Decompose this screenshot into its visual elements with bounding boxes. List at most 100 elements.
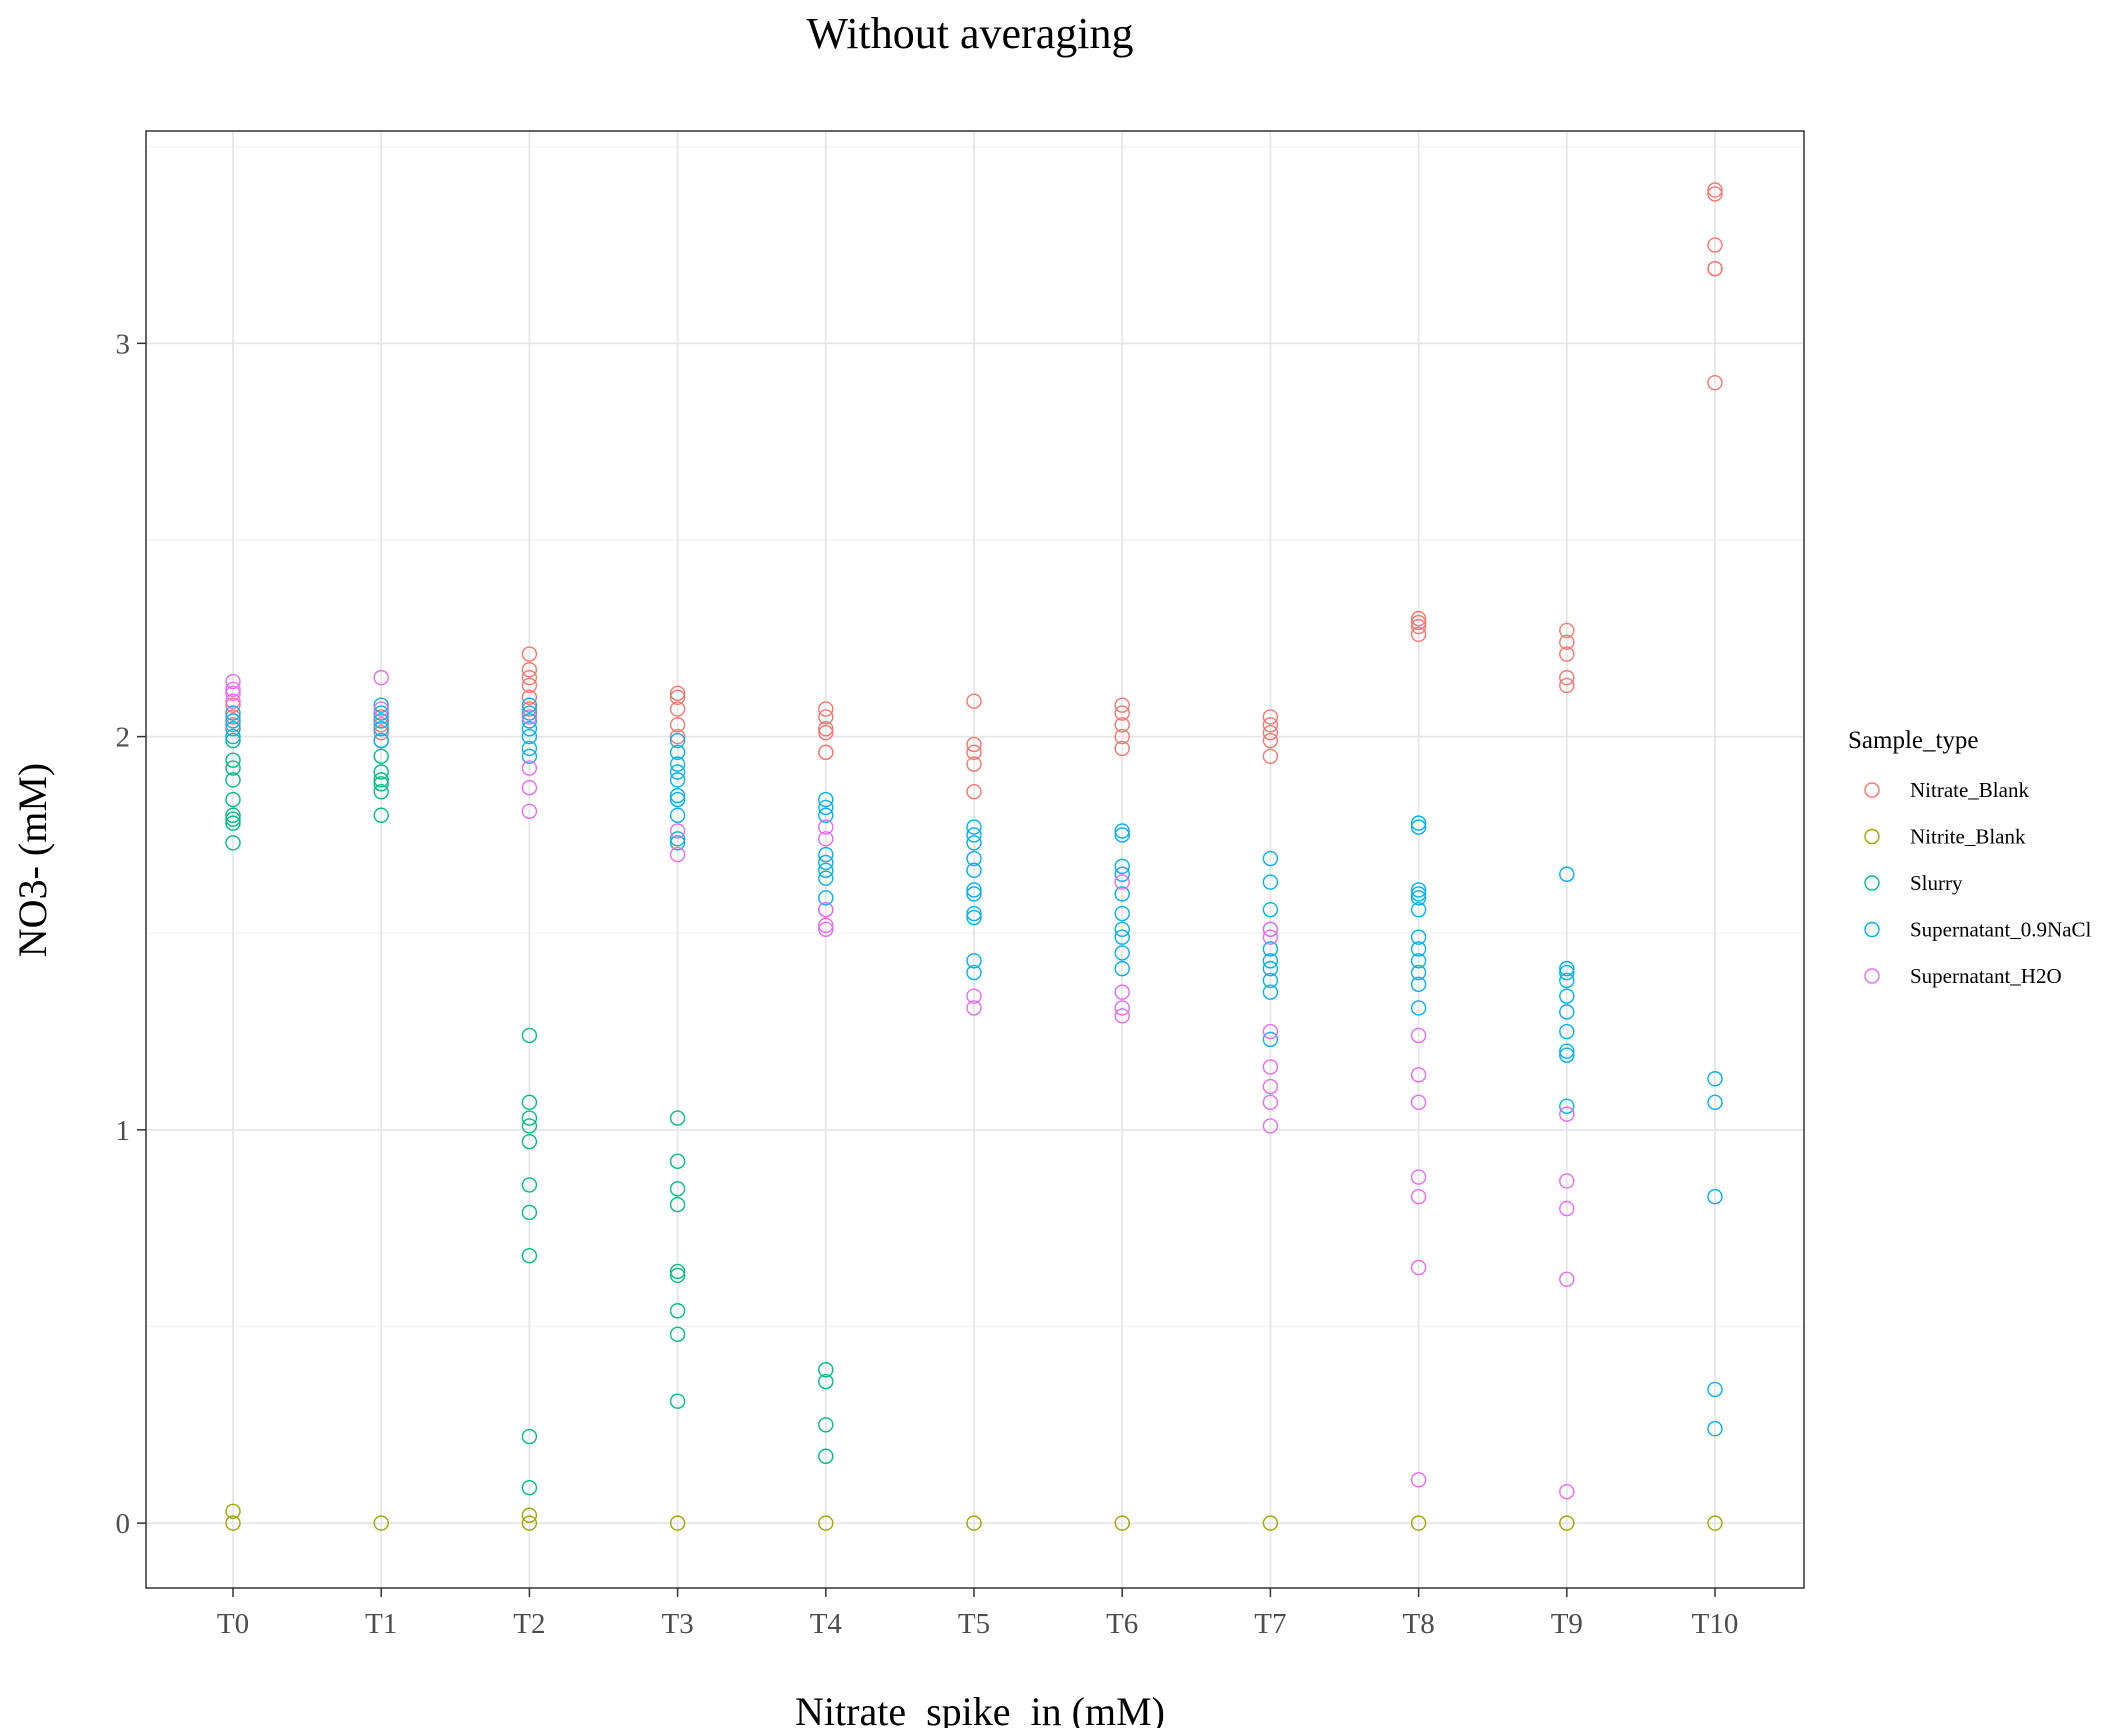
- data-point: [669, 717, 686, 733]
- data-point: [521, 701, 538, 717]
- data-point: [521, 646, 538, 662]
- data-point: [966, 909, 982, 926]
- data-points: [225, 182, 1723, 1531]
- data-point: [1559, 1023, 1575, 1040]
- data-point: [1559, 677, 1575, 694]
- data-point: [818, 1448, 834, 1464]
- data-point: [818, 791, 834, 808]
- data-point: [1559, 646, 1575, 662]
- data-point: [1262, 941, 1279, 957]
- data-point: [1410, 1027, 1427, 1044]
- data-point: [1559, 1271, 1575, 1287]
- data-point: [521, 669, 538, 686]
- data-point: [669, 787, 686, 804]
- data-point: [521, 721, 538, 737]
- legend-label: Slurry: [1910, 871, 1963, 895]
- data-point: [818, 862, 834, 879]
- legend: Sample_type Nitrate_Blank Nitrite_Blank Sl…: [1848, 727, 2092, 988]
- data-point: [225, 673, 241, 690]
- data-point: [1559, 1043, 1575, 1059]
- data-point: [1410, 618, 1427, 635]
- data-point: [1410, 953, 1427, 969]
- data-point: [1707, 237, 1723, 253]
- data-point: [1114, 886, 1130, 902]
- data-point: [1559, 634, 1575, 650]
- data-point: [669, 756, 686, 772]
- data-point: [225, 693, 241, 709]
- data-point: [669, 1196, 686, 1213]
- data-point: [225, 1515, 241, 1531]
- data-point: [966, 819, 982, 835]
- data-point: [1707, 1381, 1723, 1398]
- x-tick-label: T10: [1692, 1608, 1739, 1640]
- x-axis: T0 T1 T2 T3 T4 T5 T6 T7 T8 T9 T10: [217, 1588, 1738, 1640]
- data-point: [521, 1027, 538, 1044]
- data-point: [1262, 1023, 1279, 1040]
- y-axis: 0 1 2 3: [116, 328, 146, 1540]
- y-tick-label: 1: [116, 1115, 131, 1147]
- data-point: [1559, 1515, 1575, 1531]
- gridlines: [146, 131, 1804, 1588]
- data-point: [373, 776, 389, 792]
- data-point: [373, 701, 389, 717]
- data-point: [1114, 874, 1130, 890]
- data-point: [225, 728, 241, 745]
- data-point: [1114, 1008, 1130, 1024]
- series-supernatant-0-9nacl: [225, 697, 1723, 1437]
- data-point: [521, 705, 538, 721]
- data-point: [373, 772, 389, 788]
- data-point: [373, 721, 389, 737]
- data-point: [1114, 827, 1130, 843]
- data-point: [1114, 705, 1130, 721]
- data-point: [521, 1248, 538, 1264]
- data-point: [669, 1326, 686, 1343]
- data-point: [1707, 1094, 1723, 1111]
- data-point: [373, 764, 389, 780]
- data-point: [1262, 1031, 1279, 1048]
- data-point: [225, 760, 241, 776]
- data-point: [818, 870, 834, 886]
- x-tick-label: T6: [1106, 1608, 1138, 1640]
- legend-label: Nitrite_Blank: [1910, 825, 2026, 849]
- data-point: [521, 1515, 538, 1531]
- data-point: [818, 724, 834, 741]
- data-point: [1114, 1000, 1130, 1016]
- data-point: [1559, 669, 1575, 686]
- data-point: [1114, 717, 1130, 733]
- data-point: [1559, 1173, 1575, 1189]
- data-point: [669, 1515, 686, 1531]
- data-point: [1559, 866, 1575, 882]
- x-tick-label: T4: [810, 1608, 843, 1640]
- data-point: [1114, 929, 1130, 945]
- data-point: [966, 744, 982, 761]
- data-point: [1707, 374, 1723, 391]
- data-point: [818, 744, 834, 761]
- data-point: [1410, 1515, 1427, 1531]
- data-point: [521, 1428, 538, 1445]
- data-point: [1410, 614, 1427, 631]
- data-point: [521, 1133, 538, 1150]
- data-point: [669, 1303, 686, 1319]
- data-point: [1262, 717, 1279, 733]
- data-point: [669, 701, 686, 717]
- data-point: [818, 846, 834, 863]
- data-point: [521, 740, 538, 757]
- x-tick-label: T3: [661, 1608, 693, 1640]
- data-point: [669, 728, 686, 745]
- data-point: [818, 854, 834, 871]
- data-point: [521, 1110, 538, 1126]
- data-point: [225, 681, 241, 698]
- x-tick-label: T8: [1402, 1608, 1434, 1640]
- data-point: [1262, 874, 1279, 890]
- data-point: [225, 835, 241, 851]
- data-point: [1262, 953, 1279, 969]
- data-point: [521, 1177, 538, 1193]
- data-point: [373, 697, 389, 713]
- data-point: [1114, 866, 1130, 882]
- chart-title: Without averaging: [807, 9, 1134, 58]
- data-point: [373, 724, 389, 741]
- data-point: [1707, 1421, 1723, 1437]
- data-point: [225, 709, 241, 725]
- data-point: [521, 713, 538, 729]
- data-point: [373, 709, 389, 725]
